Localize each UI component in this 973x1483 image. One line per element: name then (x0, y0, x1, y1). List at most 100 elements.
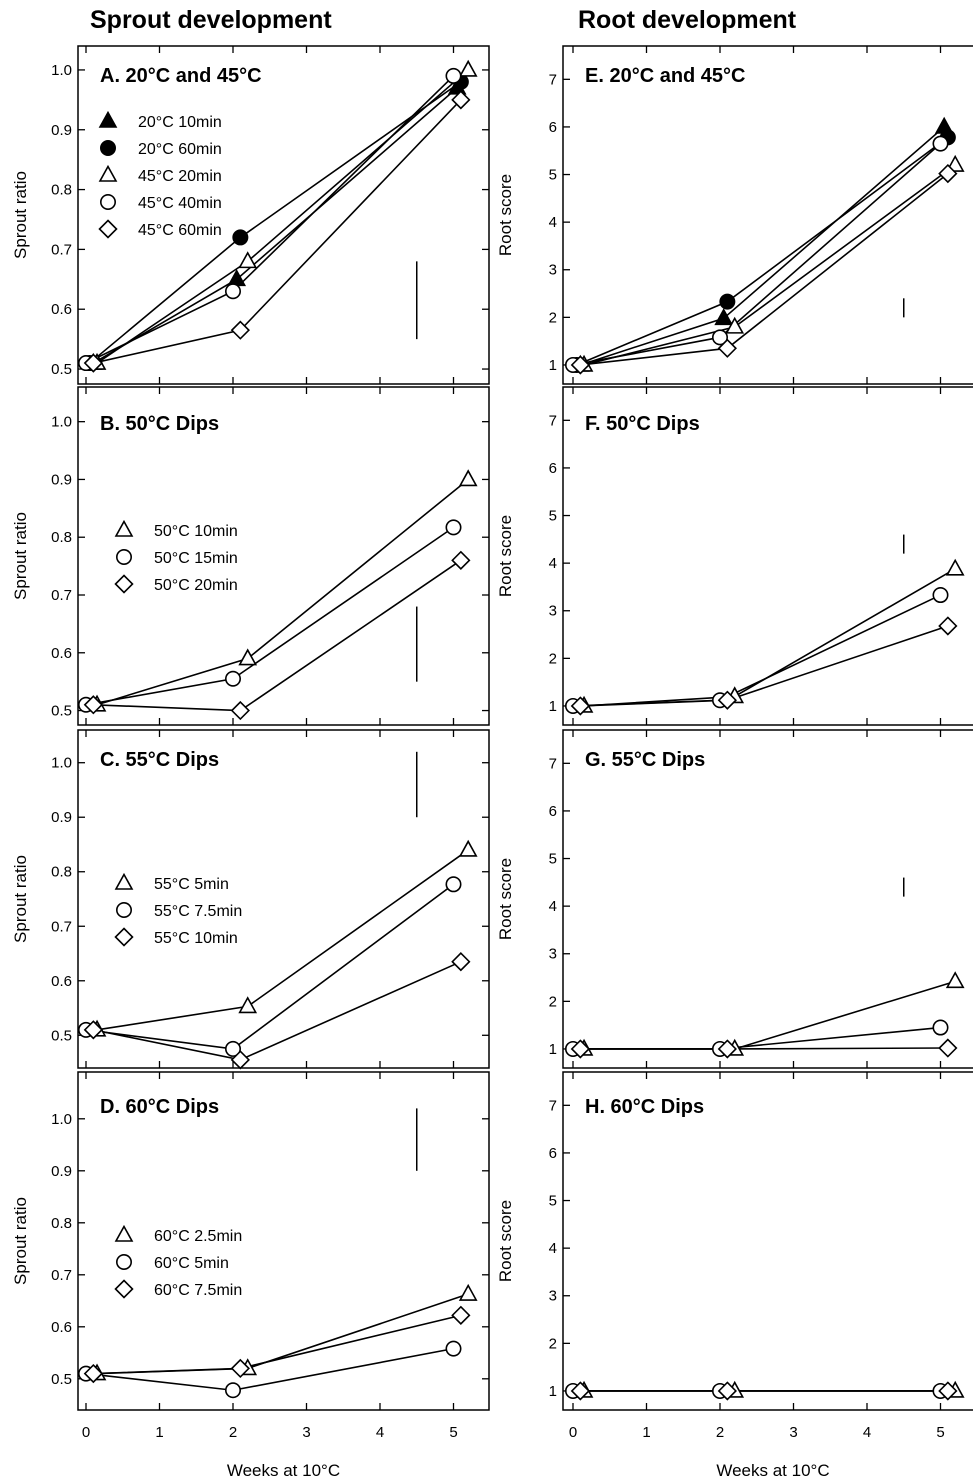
x-tick-label: 0 (569, 1424, 577, 1441)
y-tick-label: 0.8 (51, 1215, 72, 1232)
y-tick-label: 0.7 (51, 918, 72, 935)
data-point (83, 353, 103, 373)
series-line (93, 1314, 462, 1375)
y-axis-label: Sprout ratio (11, 171, 30, 259)
data-point (238, 251, 258, 269)
legend-label: 45°C 40min (138, 195, 222, 212)
y-tick-label: 0.6 (51, 645, 72, 662)
y-tick-label: 5 (549, 1193, 557, 1210)
data-point (932, 587, 949, 604)
panel-c: C. 55°C Dips 0.5 0.6 0.7 0.8 0.9 1.0 Sprout rat… (11, 729, 490, 1070)
x-tick-label: 0 (82, 1424, 90, 1441)
data-point (83, 695, 103, 715)
series-line (85, 526, 454, 706)
data-point (445, 67, 462, 84)
y-tick-label: 4 (549, 555, 557, 572)
legend-marker (114, 1224, 134, 1242)
panel-d: D. 60°C Dips 0.5 0.6 0.7 0.8 0.9 1.0 0 1 2 3 4 5 Week… (11, 1071, 490, 1480)
data-point (458, 839, 478, 857)
y-tick-label: 0.5 (51, 361, 72, 378)
y-tick-label: 2 (549, 1335, 557, 1352)
panel-e: E. 20°C and 45°C 1 2 3 4 5 6 7 Root score (496, 45, 973, 385)
y-tick-label: 4 (549, 214, 557, 231)
y-tick-label: 1.0 (51, 755, 72, 772)
data-point (938, 1381, 958, 1401)
y-tick-label: 6 (549, 1145, 557, 1162)
series-line (96, 1293, 469, 1375)
x-tick-label: 1 (642, 1424, 650, 1441)
y-tick-label: 1.0 (51, 414, 72, 431)
y-tick-label: 0.8 (51, 864, 72, 881)
y-tick-label: 0.9 (51, 1163, 72, 1180)
legend-marker (116, 901, 133, 918)
x-tick-label: 2 (716, 1424, 724, 1441)
y-tick-label: 7 (549, 71, 557, 88)
y-tick-label: 3 (549, 603, 557, 620)
legend-label: 60°C 7.5min (154, 1282, 242, 1299)
data-point (230, 320, 250, 340)
legend-marker (114, 927, 134, 947)
panel-title: C. 55°C Dips (100, 749, 219, 771)
series-line (93, 960, 462, 1061)
legend-marker (100, 140, 117, 157)
panel-title: D. 60°C Dips (100, 1096, 219, 1118)
data-point (445, 1340, 462, 1357)
data-point (238, 648, 258, 666)
plot-frame (77, 729, 490, 1069)
y-tick-label: 5 (549, 508, 557, 525)
y-tick-label: 1.0 (51, 62, 72, 79)
y-tick-label: 0.9 (51, 122, 72, 139)
data-point (714, 308, 734, 326)
y-tick-label: 7 (549, 1097, 557, 1114)
y-tick-label: 6 (549, 803, 557, 820)
data-point (938, 163, 958, 184)
x-axis-label: Weeks at 10°C (716, 1461, 829, 1480)
data-point (230, 1050, 250, 1070)
legend-label: 55°C 10min (154, 930, 238, 947)
legend-marker (116, 548, 133, 565)
panel-b: B. 50°C Dips 0.5 0.6 0.7 0.8 0.9 1.0 Sprout rat… (11, 386, 490, 726)
panel-g: G. 55°C Dips 1 2 3 4 5 6 7 Root score (496, 729, 973, 1069)
series-line (572, 142, 942, 366)
data-point (451, 1305, 471, 1325)
panel-title: B. 50°C Dips (100, 413, 219, 435)
data-point (932, 1019, 949, 1036)
y-tick-label: 2 (549, 993, 557, 1010)
x-tick-label: 2 (229, 1424, 237, 1441)
data-point (451, 550, 471, 570)
data-point (938, 1038, 958, 1058)
series-line (96, 478, 469, 706)
y-tick-label: 3 (549, 262, 557, 279)
data-point (717, 1039, 737, 1059)
data-point (458, 1283, 478, 1301)
series-line (96, 849, 469, 1031)
y-tick-label: 1 (549, 1041, 557, 1058)
data-point (445, 876, 462, 893)
x-tick-label: 3 (302, 1424, 310, 1441)
data-point (717, 1381, 737, 1401)
x-tick-label: 1 (155, 1424, 163, 1441)
legend-label: 60°C 2.5min (154, 1228, 242, 1245)
legend-label: 55°C 5min (154, 876, 229, 893)
data-point (225, 283, 242, 300)
y-tick-label: 6 (549, 119, 557, 136)
y-axis-label: Root score (496, 858, 515, 940)
panel-title: G. 55°C Dips (585, 749, 705, 771)
y-tick-label: 7 (549, 412, 557, 429)
y-tick-label: 0.9 (51, 809, 72, 826)
series-line (85, 1347, 454, 1392)
series-line (573, 1026, 941, 1050)
series-line (580, 172, 949, 366)
x-tick-label: 4 (376, 1424, 384, 1441)
y-tick-label: 6 (549, 460, 557, 477)
y-tick-label: 1.0 (51, 1111, 72, 1128)
data-point (570, 1039, 590, 1059)
data-point (230, 1358, 250, 1379)
legend-label: 20°C 10min (138, 114, 222, 131)
y-axis-label: Root score (496, 174, 515, 256)
data-point (458, 59, 478, 77)
y-tick-label: 2 (549, 650, 557, 667)
y-axis-label: Root score (496, 515, 515, 597)
legend-label: 55°C 7.5min (154, 903, 242, 920)
